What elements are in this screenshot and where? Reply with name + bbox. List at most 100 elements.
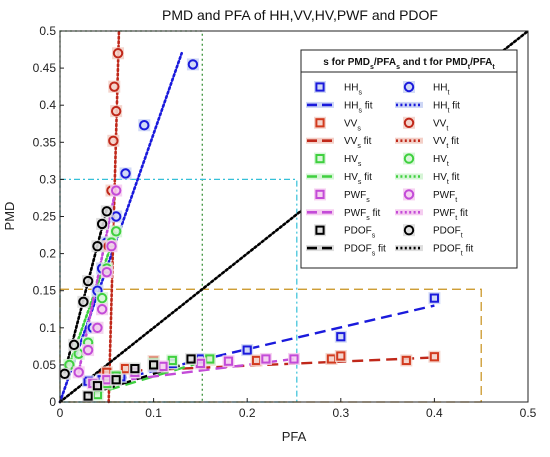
x-axis-ticks: 0 0.1 0.2 0.3 0.4 0.5: [57, 398, 537, 420]
marker-hht-circle: [120, 168, 131, 179]
legend-vvs-marker-square: [315, 118, 325, 128]
marker-hht-bg: [119, 167, 132, 180]
legend-hvt: HVt: [403, 152, 449, 168]
legend-vvt-marker-circle: [403, 117, 415, 129]
legend-vvt-label: VVt: [433, 118, 448, 132]
legend-hvs: HVs: [314, 152, 362, 168]
marker-vvs-square: [401, 355, 411, 366]
legend-hht-fit-label: HHt fit: [433, 100, 460, 114]
marker-pwft-circle: [106, 240, 117, 252]
y-tick-label: 0.45: [33, 61, 57, 75]
legend-hhs-label: HHs: [344, 83, 362, 97]
legend-hvt-marker: [403, 152, 415, 165]
marker-hhs: [241, 344, 254, 357]
legend-vvs-fit-bg: [306, 137, 334, 144]
legend-hvs-fit-bg: [306, 173, 334, 180]
marker-pdoft: [77, 295, 90, 308]
marker-pdoft-circle: [96, 218, 108, 230]
y-axis-ticks: 0 0.05 0.1 0.15 0.2 0.25 0.3 0.35 0.4 0.45 0.5: [33, 24, 64, 409]
marker-pdofs-square: [111, 375, 121, 385]
marker-vvt-circle: [108, 135, 119, 147]
x-tick-label: 0.4: [426, 406, 443, 420]
legend-pwfs-fit: PWFs fit: [306, 208, 380, 221]
marker-pdoft-circle: [68, 339, 80, 351]
legend-hvs-fit-label: HVs fit: [344, 172, 372, 186]
y-tick-label: 0.15: [33, 284, 57, 298]
legend-header: s for PMDs/PFAs and t for PMDt/PFAt: [323, 57, 495, 71]
marker-pdofs-square: [92, 381, 103, 391]
marker-pdoft: [91, 240, 104, 253]
marker-vvs: [400, 354, 413, 367]
legend-hvt-marker-circle: [403, 153, 415, 164]
y-tick-label: 0.35: [33, 135, 57, 149]
marker-pwfs: [259, 352, 272, 365]
legend-hhs: HHs: [314, 81, 362, 96]
marker-vvs-square: [429, 352, 439, 362]
marker-pwfs: [222, 355, 235, 368]
legend-vvs-fit: VVs fit: [306, 136, 372, 150]
x-tick-label: 0.1: [145, 406, 162, 420]
legend-hvs-fit: HVs fit: [306, 172, 372, 186]
marker-pwfs: [288, 352, 300, 365]
legend-hhs-fit: HHs fit: [306, 100, 373, 114]
y-tick-label: 0: [49, 395, 56, 409]
legend-vvt: VVt: [403, 116, 448, 132]
legend-items: HHs HHt HHs fit HHt fit VVs VVt VVs fit VVt fit…: [306, 81, 474, 257]
legend-hhs-marker: [314, 81, 326, 93]
marker-hhs-square: [336, 332, 346, 342]
marker-hhs: [428, 292, 441, 305]
marker-pwft: [110, 184, 123, 197]
marker-pwft: [82, 344, 95, 357]
marker-pdoft-circle: [78, 296, 89, 308]
marker-pwft-circle: [96, 304, 108, 315]
marker-pwfs-square: [223, 356, 234, 366]
marker-pwft-circle: [101, 266, 113, 278]
legend-hvs-marker: [314, 152, 326, 165]
legend-pdoft: PDOFt: [403, 224, 463, 239]
marker-hhs-square: [429, 293, 439, 303]
y-axis-label: PMD: [2, 202, 17, 231]
legend-pwft-fit-label: PWFt fit: [433, 208, 468, 222]
marker-pdofs: [110, 373, 123, 386]
legend-vvt-fit: VVt fit: [395, 136, 459, 150]
legend-hvs-marker-square: [315, 154, 325, 164]
marker-pdofs: [147, 358, 160, 371]
legend-vvs-marker: [314, 116, 326, 129]
legend-vvs-fit-label: VVs fit: [344, 136, 372, 150]
legend-pwft-marker: [403, 188, 415, 201]
marker-vvt-circle: [109, 81, 120, 92]
marker-pwft-circle: [110, 185, 122, 196]
legend-pwfs-marker-square: [315, 189, 325, 200]
marker-hht-circle: [139, 120, 150, 131]
legend-pwfs: PWFs: [314, 188, 370, 203]
marker-hvt: [110, 225, 123, 238]
marker-pdoft: [82, 275, 95, 288]
legend-hhs-marker-square: [315, 82, 325, 92]
marker-pwft: [96, 303, 109, 316]
marker-pdofs-square: [149, 360, 159, 370]
marker-hvt-circle: [110, 226, 122, 237]
legend-hht: HHt: [403, 81, 449, 96]
marker-pdoft-circle: [92, 240, 103, 252]
legend-pdofs-marker: [314, 224, 326, 237]
legend-pdoft-marker: [403, 224, 415, 237]
marker-pdofs-square: [186, 354, 196, 364]
y-tick-label: 0.1: [39, 321, 56, 335]
marker-pwfs-square: [289, 354, 299, 364]
legend-pdoft-fit: PDOFt fit: [395, 244, 474, 258]
legend-pwft-label: PWFt: [433, 190, 457, 204]
marker-pdoft: [100, 205, 113, 218]
marker-vvt-circle: [112, 48, 124, 59]
x-tick-label: 0.3: [332, 406, 349, 420]
y-tick-label: 0.2: [39, 247, 56, 261]
marker-vvs-bg: [119, 362, 132, 375]
marker-vvt: [112, 47, 125, 60]
marker-pdofs: [91, 379, 104, 392]
legend-pdofs-label: PDOFs: [344, 226, 376, 240]
legend-hht-fit-bg: [395, 101, 423, 108]
legend-pdoft-fit-bg: [395, 245, 423, 252]
x-tick-label: 0: [57, 406, 64, 420]
legend-pdoft-fit-label: PDOFt fit: [433, 244, 474, 258]
legend-vvt-fit-bg: [395, 137, 423, 144]
